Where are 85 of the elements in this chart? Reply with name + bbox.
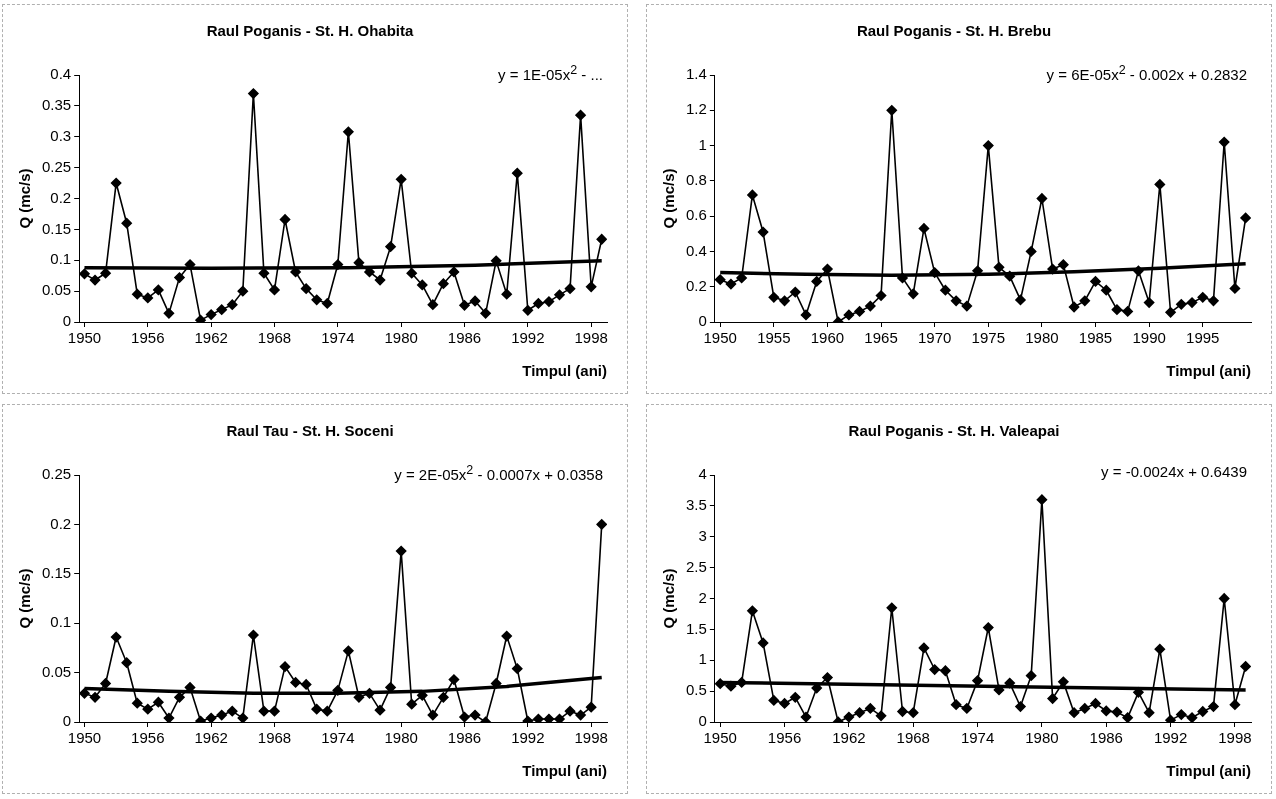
x-tick-label: 1956 (131, 729, 165, 747)
chart-title: Raul Poganis - St. H. Brebu (856, 22, 1052, 40)
x-tick-label: 1965 (864, 329, 898, 347)
x-tick-label: 1975 (971, 329, 1005, 347)
y-tick-label: 0.3 (50, 126, 72, 144)
y-tick-label: 0.15 (41, 563, 72, 581)
y-tick-label: 1 (698, 135, 707, 153)
x-tick-label: 1960 (810, 329, 845, 347)
y-tick-label: 0.05 (41, 281, 72, 299)
x-tick-label: 1962 (832, 729, 866, 747)
x-tick-label: 1956 (767, 729, 802, 747)
y-tick-label: 0 (698, 312, 707, 330)
y-tick-label: 0.25 (41, 465, 72, 483)
x-tick-label: 1974 (321, 329, 355, 347)
x-tick-label: 1986 (447, 329, 482, 347)
y-tick-label: 0.05 (41, 662, 72, 680)
y-tick-label: 4 (698, 465, 707, 483)
y-tick-label: 0.2 (50, 188, 72, 206)
y-tick-label: 0.15 (41, 219, 72, 237)
x-tick-label: 1950 (67, 729, 102, 747)
y-tick-label: 0.1 (50, 250, 72, 268)
x-tick-label: 1992 (511, 729, 545, 747)
x-tick-label: 1968 (257, 729, 292, 747)
x-tick-label: 1986 (1089, 729, 1123, 747)
chart-title: Raul Poganis - St. H. Ohabita (206, 22, 414, 40)
y-tick-label: 0.1 (50, 613, 72, 631)
y-tick-label: 0 (62, 312, 72, 330)
x-tick-label: 1998 (1218, 729, 1252, 747)
x-tick-label: 1995 (1186, 329, 1220, 347)
y-tick-label: 0 (698, 712, 707, 730)
x-tick-label: 1968 (896, 729, 930, 747)
x-tick-label: 1980 (1025, 729, 1059, 747)
y-tick-label: 0.35 (41, 96, 72, 114)
y-tick-label: 0.2 (685, 276, 707, 294)
x-tick-label: 1974 (960, 729, 995, 747)
y-tick-label: 3.5 (685, 496, 707, 514)
chart-title: Raul Tau - St. H. Soceni (226, 422, 394, 440)
x-tick-label: 1962 (194, 329, 228, 347)
x-tick-label: 1980 (1025, 329, 1059, 347)
x-tick-label: 1990 (1132, 329, 1166, 347)
y-tick-label: 2 (698, 588, 707, 606)
y-tick-label: 3 (698, 526, 707, 544)
x-tick-label: 1992 (511, 329, 545, 347)
y-axis-title: Q (mc/s) (16, 168, 34, 229)
y-tick-label: 0 (62, 712, 72, 730)
x-axis-title: Timpul (ani) (522, 362, 607, 380)
y-axis-title: Q (mc/s) (16, 568, 34, 629)
annotation: y = 2E-05x$^{2}$ - 0.0007x + 0.0358 (394, 463, 603, 483)
y-axis-title: Q (mc/s) (660, 168, 678, 229)
x-axis-title: Timpul (ani) (522, 762, 607, 780)
y-tick-label: 0.6 (685, 206, 707, 224)
annotation: y = 6E-05x$^{2}$ - 0.002x + 0.2832 (1046, 63, 1247, 83)
x-tick-label: 1970 (917, 329, 952, 347)
x-tick-label: 1980 (384, 329, 418, 347)
x-tick-label: 1950 (67, 329, 102, 347)
x-tick-label: 1985 (1078, 329, 1113, 347)
x-tick-label: 1950 (703, 729, 737, 747)
x-tick-label: 1962 (194, 729, 228, 747)
x-tick-label: 1955 (757, 329, 791, 347)
x-tick-label: 1992 (1153, 729, 1188, 747)
chart-title: Raul Poganis - St. H. Valeapai (848, 422, 1060, 440)
annotation: y = 1E-05x$^{2}$ - ... (498, 63, 603, 83)
x-tick-label: 1968 (257, 329, 292, 347)
y-tick-label: 0.2 (50, 514, 72, 532)
x-tick-label: 1956 (131, 329, 165, 347)
y-tick-label: 0.4 (50, 65, 72, 83)
y-tick-label: 1.4 (685, 65, 707, 83)
y-tick-label: 0.5 (685, 681, 707, 699)
x-tick-label: 1980 (384, 729, 418, 747)
x-tick-label: 1974 (321, 729, 355, 747)
y-tick-label: 1.5 (685, 619, 707, 637)
y-tick-label: 1 (698, 650, 707, 668)
y-axis-title: Q (mc/s) (660, 568, 678, 629)
y-tick-label: 1.2 (685, 100, 707, 118)
y-tick-label: 0.8 (685, 171, 707, 188)
x-tick-label: 1950 (703, 329, 737, 347)
x-tick-label: 1998 (574, 329, 608, 347)
annotation: y = -0.0024x + 0.6439 (1101, 463, 1247, 480)
x-tick-label: 1998 (574, 729, 608, 747)
y-tick-label: 0.25 (41, 157, 72, 175)
y-tick-label: 2.5 (685, 557, 707, 575)
x-axis-title: Timpul (ani) (1166, 362, 1251, 380)
x-axis-title: Timpul (ani) (1166, 762, 1251, 780)
y-tick-label: 0.4 (685, 241, 707, 259)
x-tick-label: 1986 (447, 729, 482, 747)
